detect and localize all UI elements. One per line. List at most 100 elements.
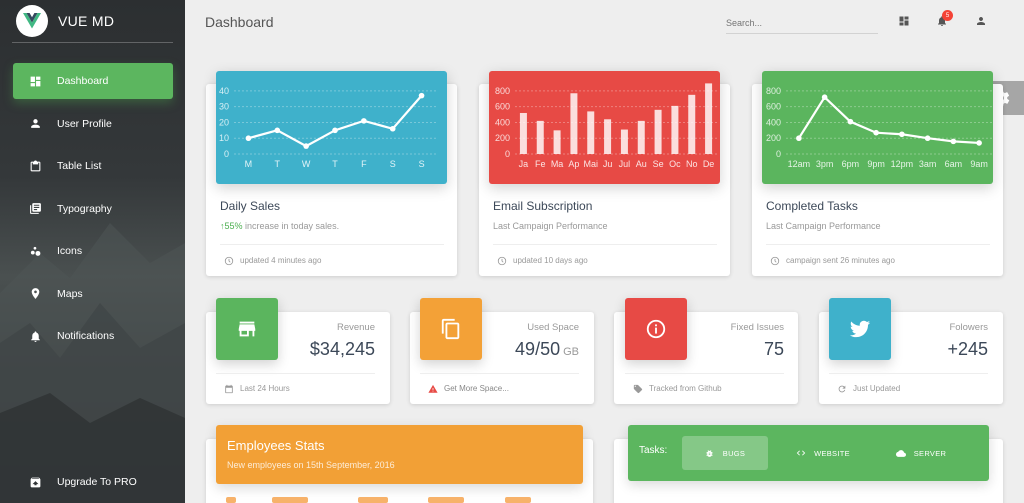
footer-text: Tracked from Github: [649, 384, 722, 393]
sidebar-item-user-profile[interactable]: User Profile: [13, 106, 173, 142]
tab-label: WEBSITE: [814, 448, 850, 458]
sidebar-item-upgrade[interactable]: Upgrade To PRO: [13, 465, 173, 499]
sidebar-nav: Dashboard User Profile Table List Typogr…: [0, 63, 185, 354]
tab-bugs[interactable]: BUGS: [682, 436, 768, 470]
vue-logo-icon: [16, 5, 48, 37]
sidebar: VUE MD Dashboard User Profile Table List: [0, 0, 185, 503]
y-tick-label: 0: [224, 149, 229, 159]
unarchive-icon: [27, 474, 43, 490]
bar: [620, 129, 628, 154]
person-icon: [27, 116, 43, 132]
bar: [671, 105, 679, 154]
x-tick-label: 6am: [945, 159, 963, 169]
tag-icon: [632, 383, 643, 394]
sidebar-item-label: User Profile: [57, 117, 112, 130]
sidebar-item-maps[interactable]: Maps: [13, 276, 173, 312]
y-tick-label: 800: [495, 86, 510, 96]
table-header-fragment: [272, 497, 308, 503]
tasks-header: Tasks: BUGS WEBSITE SERVER: [628, 425, 989, 481]
bar: [570, 93, 578, 154]
data-point: [924, 135, 931, 142]
x-tick-label: 12pm: [891, 159, 914, 169]
card-footer: updated 10 days ago: [496, 255, 588, 266]
y-tick-label: 0: [776, 149, 781, 159]
stat-value: 49/50 GB: [515, 339, 579, 360]
category-text: increase in today sales.: [242, 221, 340, 231]
brand-name: VUE MD: [58, 13, 115, 29]
footer-text: updated 10 days ago: [513, 256, 588, 265]
data-point: [361, 118, 367, 124]
search-input[interactable]: [726, 12, 878, 34]
card-divider: [220, 244, 444, 245]
bar: [604, 119, 612, 154]
y-tick-label: 200: [495, 133, 510, 143]
card-footer: campaign sent 26 minutes ago: [769, 255, 895, 266]
email-subscription-bar-chart: 800 600 400 200 0 Ja Fe Ma Ap Mai Ju Jul Au Se Oc No De: [495, 83, 717, 169]
x-tick-label: Mai: [583, 159, 598, 169]
stat-value-number: $34,245: [309, 339, 375, 359]
dashboard-icon: [27, 73, 43, 89]
stat-value-number: 75: [763, 339, 784, 359]
sidebar-item-table-list[interactable]: Table List: [13, 148, 173, 184]
card-footer: Last 24 Hours: [223, 383, 290, 394]
card-category: ↑55% increase in today sales.: [220, 221, 339, 231]
y-tick-label: 800: [766, 86, 781, 96]
y-tick-label: 400: [766, 117, 781, 127]
stat-label: Folowers: [949, 322, 988, 333]
person-icon[interactable]: [974, 14, 988, 28]
dashboard-icon[interactable]: [897, 14, 911, 28]
sidebar-item-typography[interactable]: Typography: [13, 191, 173, 227]
calendar-icon: [223, 383, 234, 394]
sidebar-item-dashboard[interactable]: Dashboard: [13, 63, 173, 99]
stat-value: 75: [764, 339, 784, 360]
x-tick-label: Ju: [603, 159, 613, 169]
x-tick-label: Fe: [535, 159, 546, 169]
bar: [705, 83, 713, 154]
card-category: Last Campaign Performance: [766, 221, 881, 231]
info-icon: [625, 298, 687, 360]
data-point: [976, 140, 982, 146]
tab-website[interactable]: WEBSITE: [780, 436, 866, 470]
completed-tasks-chart: 800 600 400 200 0 12am 3pm 6pm 9pm 12pm 3am 6am 9am: [762, 71, 993, 184]
brand[interactable]: VUE MD: [0, 0, 185, 42]
card-subtitle: New employees on 15th September, 2016: [227, 460, 395, 470]
bar: [587, 111, 595, 154]
sidebar-item-notifications[interactable]: Notifications: [13, 318, 173, 354]
x-tick-label: Au: [636, 159, 647, 169]
card-footer: updated 4 minutes ago: [223, 255, 321, 266]
tab-server[interactable]: SERVER: [878, 436, 964, 470]
library-books-icon: [27, 201, 43, 217]
footer-text: updated 4 minutes ago: [240, 256, 322, 265]
get-more-space-link[interactable]: Get More Space...: [444, 384, 509, 393]
bar: [519, 112, 527, 154]
bubble-chart-icon: [27, 243, 43, 259]
stat-value-number: +245: [947, 339, 988, 359]
y-tick-label: 400: [495, 117, 510, 127]
refresh-icon: [836, 383, 847, 394]
stat-value: $34,245: [310, 339, 375, 360]
copy-icon: [420, 298, 482, 360]
data-point: [796, 135, 802, 142]
data-point: [389, 125, 396, 132]
data-point: [847, 118, 854, 125]
card-divider: [625, 373, 784, 374]
card-title: Daily Sales: [220, 199, 281, 213]
x-tick-label: 6pm: [842, 159, 860, 169]
card-divider: [493, 244, 717, 245]
x-tick-label: S: [390, 159, 396, 169]
x-tick-label: M: [245, 159, 253, 169]
data-point: [332, 127, 338, 134]
y-tick-label: 600: [766, 102, 781, 112]
sidebar-item-icons[interactable]: Icons: [13, 233, 173, 269]
x-tick-label: Ma: [551, 159, 564, 169]
card-title: Employees Stats: [227, 438, 325, 453]
warning-icon: [427, 383, 438, 394]
arrow-up-icon: ↑: [220, 221, 225, 231]
email-subscription-chart: 800 600 400 200 0 Ja Fe Ma Ap Mai Ju Jul Au Se Oc No De: [489, 71, 720, 184]
stat-unit: GB: [563, 346, 579, 358]
bar: [637, 120, 645, 154]
clock-icon: [223, 255, 234, 266]
daily-sales-line-chart: 40 30 20 10 0 M T W T F S S: [219, 86, 436, 169]
footer-text: campaign sent 26 minutes ago: [786, 256, 895, 265]
y-tick-label: 0: [505, 149, 510, 159]
